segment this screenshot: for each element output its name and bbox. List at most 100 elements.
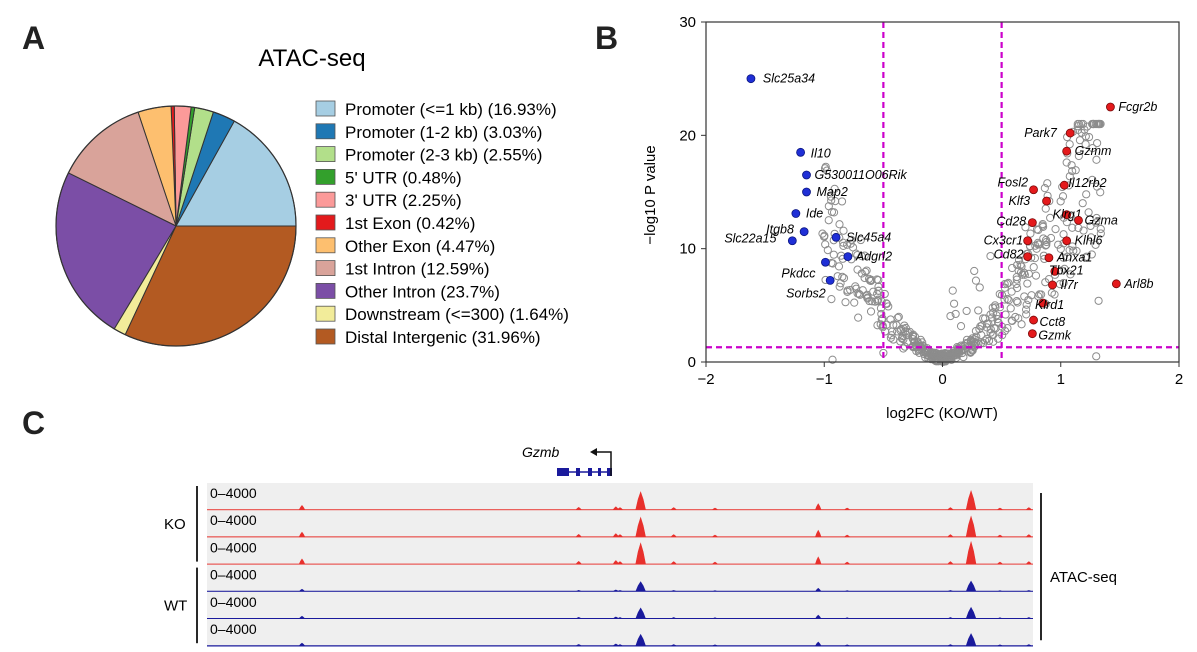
bg-point	[1056, 244, 1065, 253]
bg-point	[979, 339, 988, 348]
bg-point	[1008, 263, 1017, 273]
bg-point	[1092, 352, 1101, 361]
bg-point	[1021, 223, 1030, 232]
bg-point	[1088, 144, 1097, 153]
bg-point	[1050, 290, 1059, 299]
bg-point	[977, 330, 986, 340]
tss-arrow-icon	[592, 451, 612, 476]
bg-point	[829, 208, 839, 217]
bg-point	[962, 306, 971, 316]
bg-point	[1006, 304, 1015, 313]
bg-point	[865, 296, 874, 306]
bg-point	[943, 355, 952, 364]
track-range-label: 0–4000	[210, 567, 257, 583]
legend-label-8: Other Intron (23.7%)	[345, 282, 500, 301]
bg-point	[847, 235, 856, 244]
bg-point	[838, 272, 847, 281]
bg-point	[1060, 264, 1069, 273]
bg-point	[866, 307, 876, 316]
bg-point	[874, 286, 883, 295]
up-point-Il12rb2	[1059, 180, 1069, 190]
bg-point	[874, 282, 883, 291]
y-tick-label: 10	[679, 241, 696, 258]
bg-point	[989, 308, 998, 317]
bg-point	[1065, 245, 1074, 255]
bg-point	[1031, 241, 1040, 250]
bg-point	[948, 286, 957, 295]
bg-point	[949, 299, 959, 308]
bg-point	[861, 267, 870, 276]
bg-point	[1003, 294, 1012, 304]
bg-point	[918, 344, 927, 353]
legend-label-2: Promoter (2-3 kb) (2.55%)	[345, 146, 542, 165]
bg-point	[1067, 161, 1076, 170]
track-background	[207, 510, 1033, 538]
pie-title: ATAC-seq	[258, 45, 365, 72]
gene-label-Ide: Ide	[806, 207, 823, 221]
gene-label-Klhl6: Klhl6	[1075, 234, 1103, 248]
bg-point	[846, 285, 855, 295]
bg-point	[1095, 119, 1104, 129]
legend-swatch-1	[315, 123, 336, 140]
track-background	[207, 591, 1033, 619]
gene-label-Map2: Map2	[817, 185, 848, 199]
gene-label-Slc45a4: Slc45a4	[846, 230, 891, 244]
bg-point	[1094, 296, 1103, 305]
legend-swatch-7	[315, 260, 336, 277]
bg-point	[830, 184, 839, 193]
bg-point	[1086, 233, 1096, 242]
gene-label-Itgb8: Itgb8	[766, 223, 794, 237]
bg-point	[873, 321, 882, 330]
panel-label-a: A	[22, 20, 46, 56]
bg-point	[990, 301, 1000, 310]
bg-point	[1068, 166, 1077, 176]
bg-point	[1012, 296, 1021, 306]
bg-point	[839, 238, 848, 247]
x-tick-label: 2	[1175, 371, 1183, 388]
gene-label-Gzmk: Gzmk	[1038, 329, 1071, 343]
bg-point	[1059, 278, 1068, 288]
bg-point	[820, 164, 830, 173]
legend-swatch-8	[315, 282, 336, 299]
bg-point	[986, 310, 995, 319]
gene-label-Tbx21: Tbx21	[1049, 263, 1084, 277]
bg-point	[1062, 158, 1071, 167]
bg-point	[971, 276, 981, 285]
down-point-Slc22a15	[787, 236, 797, 246]
legend-label-0: Promoter (<=1 kb) (16.93%)	[345, 100, 557, 119]
bg-point	[1040, 184, 1049, 193]
bg-point	[856, 235, 865, 245]
gene-label-Anxa1: Anxa1	[1056, 251, 1092, 265]
track-range-label: 0–4000	[210, 485, 257, 501]
bg-point	[1013, 298, 1022, 307]
bg-point	[839, 241, 848, 250]
bg-point	[940, 349, 949, 358]
bg-point	[1074, 119, 1084, 129]
up-point-Klrg1	[1062, 210, 1072, 220]
bg-point	[1092, 155, 1101, 164]
bg-point	[820, 231, 829, 240]
panel-label-c: C	[22, 405, 46, 441]
x-tick-label: −2	[697, 371, 714, 388]
bg-point	[1021, 305, 1031, 314]
bg-point	[1079, 226, 1088, 235]
up-point-Cd28	[1027, 218, 1037, 228]
bg-point	[1041, 204, 1050, 213]
threshold-lines	[706, 22, 1179, 362]
track-background	[207, 537, 1033, 565]
bg-point	[954, 344, 963, 354]
bg-point	[1012, 275, 1021, 284]
bg-point	[877, 315, 886, 324]
bg-point	[984, 336, 994, 346]
bg-point	[1002, 279, 1012, 288]
bg-point	[986, 328, 995, 337]
bg-point	[970, 266, 979, 276]
track-range-label: 0–4000	[210, 539, 257, 555]
gene-model: Gzmb	[522, 444, 612, 476]
significant-points: Slc25a34Il10G530011O06RikMap2IdeItgb8Slc…	[724, 72, 1157, 343]
legend-label-9: Downstream (<=300) (1.64%)	[345, 305, 569, 324]
down-point-Slc45a4	[831, 232, 841, 242]
track-background	[207, 619, 1033, 647]
tss-arrowhead-icon	[590, 448, 597, 456]
